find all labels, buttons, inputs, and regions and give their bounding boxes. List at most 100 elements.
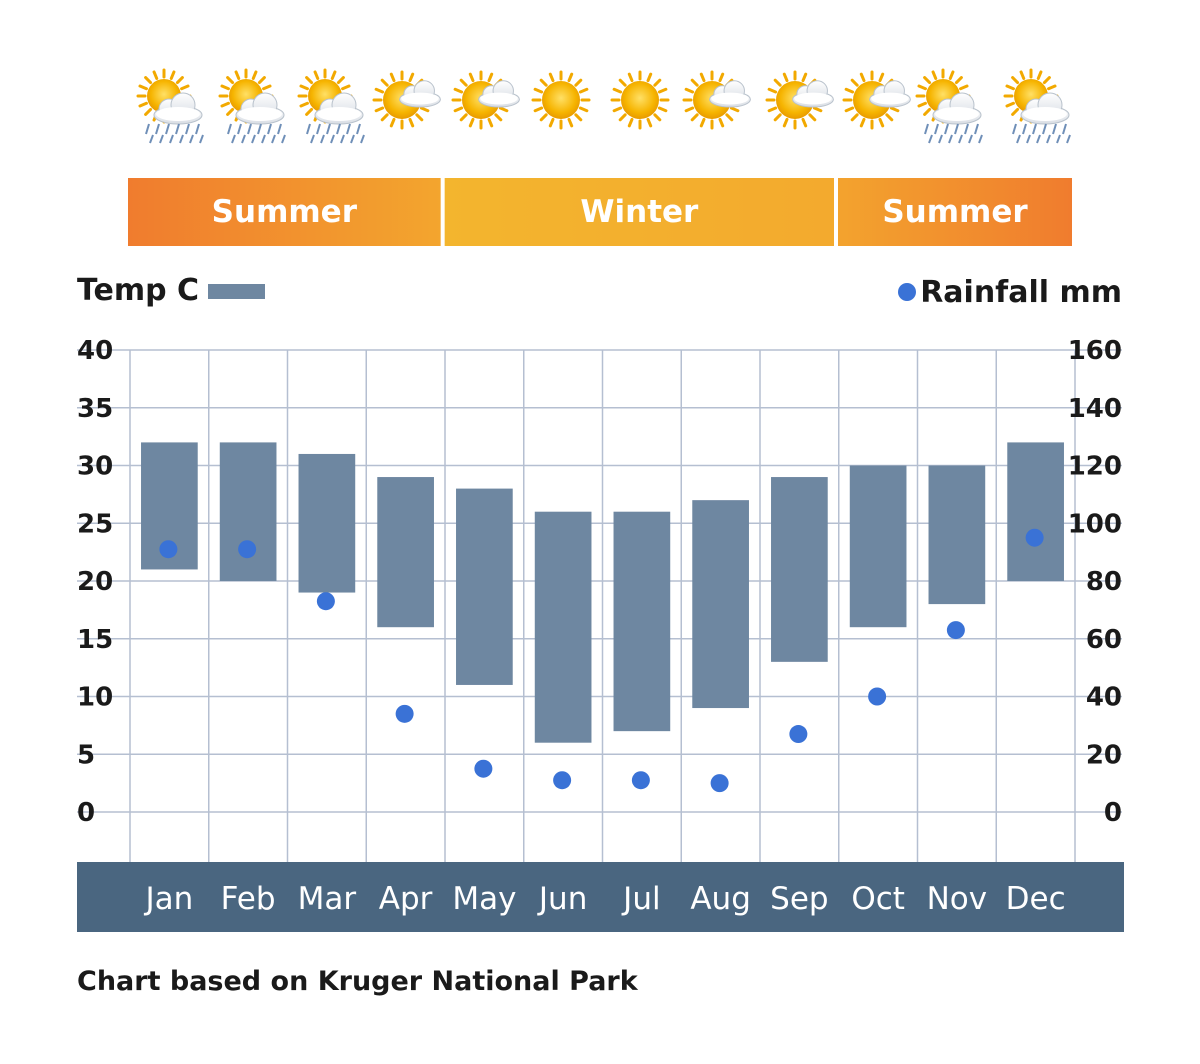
y-right-tick-label: 120 bbox=[1068, 452, 1122, 482]
month-label-may: May bbox=[452, 881, 516, 917]
temp-bar-mar bbox=[298, 453, 356, 593]
temp-bar-jun bbox=[534, 511, 592, 743]
season-band-2 bbox=[838, 178, 1072, 246]
month-label-feb: Feb bbox=[221, 881, 276, 917]
legend-temp-label: Temp C bbox=[77, 273, 199, 308]
legend-temp-swatch bbox=[208, 284, 265, 299]
sun-cloud-icon bbox=[765, 70, 834, 130]
rain-dot-apr bbox=[395, 704, 414, 723]
sun-disc bbox=[542, 81, 580, 119]
cloud-shape bbox=[399, 80, 441, 108]
axis-ticks: 0 5 10 15 20 25 30 35 40 0 20 40 60 80 100 120 140 160 bbox=[77, 336, 1122, 828]
season-label-0: Summer bbox=[212, 194, 358, 230]
month-label-jul: Jul bbox=[621, 881, 660, 917]
y-left-tick-label: 10 bbox=[77, 683, 113, 713]
y-right-tick-label: 60 bbox=[1086, 625, 1122, 655]
temp-bars bbox=[141, 442, 1064, 743]
y-left-tick-label: 40 bbox=[77, 336, 113, 366]
y-right-tick-label: 40 bbox=[1086, 683, 1122, 713]
temp-bar-may bbox=[456, 488, 513, 685]
cloud-shape bbox=[478, 80, 520, 108]
sun-cloud-icon bbox=[372, 70, 441, 130]
plot-grid bbox=[77, 349, 1122, 862]
month-label-sep: Sep bbox=[770, 881, 828, 917]
rain-drops bbox=[1012, 123, 1071, 144]
month-label-oct: Oct bbox=[851, 881, 905, 917]
season-label-2: Summer bbox=[882, 194, 1028, 230]
temp-bar-oct bbox=[849, 465, 907, 628]
cloud-shape bbox=[932, 92, 982, 125]
season-bands: Summer Winter Summer bbox=[128, 178, 1072, 246]
rain-dot-nov bbox=[946, 621, 965, 640]
y-right-tick-label: 100 bbox=[1068, 509, 1122, 539]
y-left-tick-label: 5 bbox=[77, 740, 95, 770]
month-label-dec: Dec bbox=[1006, 881, 1066, 917]
rain-drops bbox=[145, 123, 204, 144]
y-right-tick-label: 160 bbox=[1068, 336, 1122, 366]
rain-drops bbox=[924, 123, 983, 144]
y-left-tick-label: 15 bbox=[77, 625, 113, 655]
cloud-shape bbox=[314, 92, 364, 125]
sun-rain-icon bbox=[297, 68, 365, 144]
y-left-tick-label: 30 bbox=[77, 452, 113, 482]
y-right-tick-label: 0 bbox=[1104, 798, 1122, 828]
y-left-tick-label: 25 bbox=[77, 509, 113, 539]
temp-bar-feb bbox=[219, 442, 277, 581]
month-label-jan: Jan bbox=[143, 881, 193, 917]
temp-bar-jul bbox=[613, 511, 671, 732]
legend: Temp C Rainfall mm bbox=[77, 273, 1122, 310]
temp-bar-dec bbox=[1007, 442, 1064, 581]
season-band-1 bbox=[444, 178, 834, 246]
month-label-mar: Mar bbox=[298, 881, 357, 917]
rain-dot-dec bbox=[1025, 528, 1044, 547]
sun-cloud-icon bbox=[451, 70, 520, 130]
y-left-tick-label: 20 bbox=[77, 567, 113, 597]
chart-footer-note: Chart based on Kruger National Park bbox=[77, 966, 639, 997]
legend-rain-swatch bbox=[898, 283, 916, 301]
rain-drops bbox=[306, 123, 365, 144]
rain-dots bbox=[159, 528, 1044, 793]
rain-dot-feb bbox=[238, 540, 257, 559]
weather-icons-row bbox=[136, 68, 1071, 144]
rain-dot-jan bbox=[159, 540, 178, 559]
month-band: Jan Feb Mar Apr May Jun Jul Aug Sep Oct Nov Dec bbox=[77, 862, 1124, 932]
cloud-shape bbox=[1020, 92, 1070, 125]
sun-rays bbox=[610, 70, 670, 130]
rain-dot-oct bbox=[868, 687, 887, 706]
cloud-shape bbox=[869, 80, 911, 108]
rain-drops bbox=[227, 123, 286, 144]
month-label-aug: Aug bbox=[690, 881, 751, 917]
rain-dot-aug bbox=[710, 774, 729, 793]
rain-dot-mar bbox=[316, 592, 335, 611]
sun-disc bbox=[621, 81, 659, 119]
temp-bar-nov bbox=[928, 465, 986, 605]
rain-dot-jun bbox=[553, 771, 572, 790]
cloud-shape bbox=[792, 80, 834, 108]
sun-rain-icon bbox=[136, 68, 204, 144]
month-label-apr: Apr bbox=[379, 881, 433, 917]
sun-rain-icon bbox=[915, 68, 983, 144]
sun-rain-icon bbox=[218, 68, 286, 144]
y-right-tick-label: 140 bbox=[1068, 394, 1122, 424]
cloud-shape bbox=[709, 80, 751, 108]
temp-bar-sep bbox=[771, 477, 828, 662]
legend-rain-label: Rainfall mm bbox=[920, 275, 1122, 310]
month-band-bg bbox=[77, 862, 1124, 932]
y-right-tick-label: 20 bbox=[1086, 740, 1122, 770]
season-band-0 bbox=[128, 178, 441, 246]
y-left-tick-label: 35 bbox=[77, 394, 113, 424]
y-right-tick-label: 80 bbox=[1086, 567, 1122, 597]
sun-rain-icon bbox=[1003, 68, 1071, 144]
temp-bar-apr bbox=[377, 477, 434, 628]
sun-cloud-icon bbox=[682, 70, 751, 130]
y-left-tick-label: 0 bbox=[77, 798, 95, 828]
sun-icon bbox=[531, 70, 591, 130]
rain-dot-sep bbox=[789, 725, 808, 744]
sun-icon bbox=[610, 70, 670, 130]
rain-dot-may bbox=[474, 759, 493, 778]
month-label-nov: Nov bbox=[927, 881, 988, 917]
cloud-shape bbox=[153, 92, 203, 125]
sun-rays bbox=[531, 70, 591, 130]
month-label-jun: Jun bbox=[537, 881, 587, 917]
